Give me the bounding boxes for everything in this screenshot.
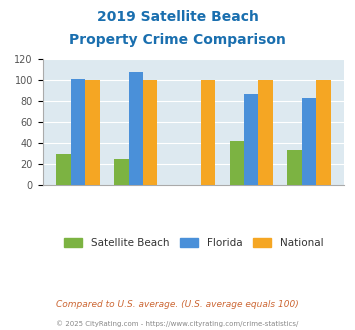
Bar bbox=[316, 80, 331, 185]
Legend: Satellite Beach, Florida, National: Satellite Beach, Florida, National bbox=[59, 234, 328, 252]
Text: Compared to U.S. average. (U.S. average equals 100): Compared to U.S. average. (U.S. average … bbox=[56, 300, 299, 309]
Text: © 2025 CityRating.com - https://www.cityrating.com/crime-statistics/: © 2025 CityRating.com - https://www.city… bbox=[56, 320, 299, 327]
Bar bbox=[143, 80, 157, 185]
Text: Property Crime Comparison: Property Crime Comparison bbox=[69, 33, 286, 47]
Bar bbox=[85, 80, 100, 185]
Bar bbox=[201, 80, 215, 185]
Bar bbox=[244, 94, 258, 185]
Bar bbox=[129, 72, 143, 185]
Bar bbox=[287, 150, 302, 185]
Bar bbox=[258, 80, 273, 185]
Bar bbox=[230, 141, 244, 185]
Bar bbox=[71, 79, 85, 185]
Bar bbox=[56, 154, 71, 185]
Bar bbox=[302, 98, 316, 185]
Bar bbox=[114, 159, 129, 185]
Text: 2019 Satellite Beach: 2019 Satellite Beach bbox=[97, 10, 258, 24]
